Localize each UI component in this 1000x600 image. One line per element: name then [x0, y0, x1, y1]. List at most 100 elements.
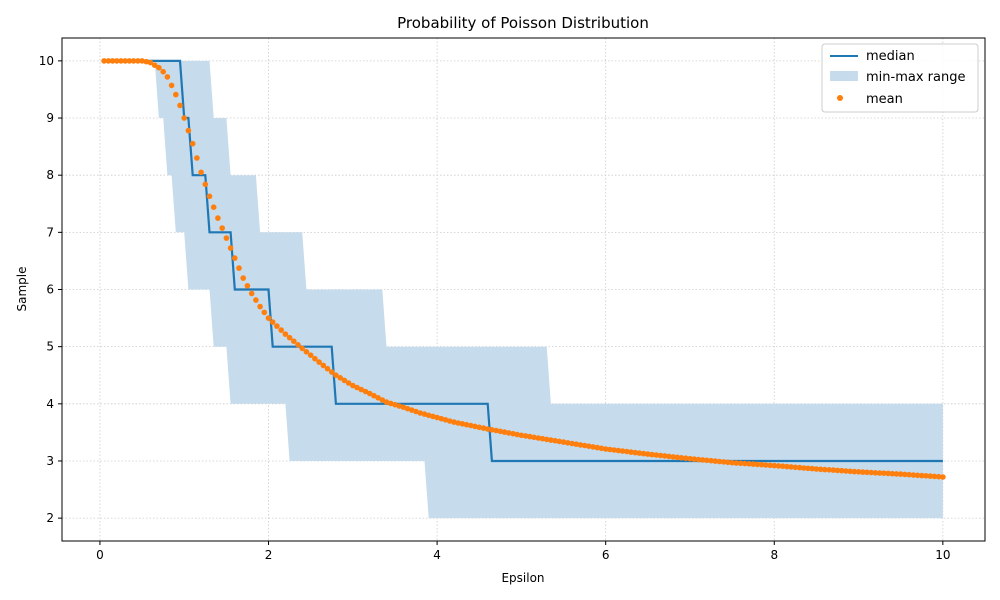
mean-point [253, 297, 259, 303]
mean-point [586, 443, 592, 450]
mean-point [923, 473, 929, 479]
mean-point [927, 473, 933, 479]
mean-point [362, 388, 369, 395]
mean-point [720, 459, 727, 465]
mean-point [868, 469, 874, 476]
legend-mean-label: mean [866, 92, 903, 107]
mean-point [552, 437, 558, 444]
mean-point [792, 464, 799, 471]
mean-point [354, 384, 360, 391]
mean-point [375, 395, 381, 401]
mean-point [147, 59, 154, 66]
mean-point [834, 467, 841, 474]
mean-point [897, 471, 904, 477]
y-tick-label: 6 [46, 283, 54, 297]
mean-point [666, 453, 672, 460]
mean-point [185, 127, 192, 134]
mean-point [151, 62, 158, 68]
mean-point [670, 454, 676, 460]
mean-point [733, 460, 740, 466]
mean-point [855, 469, 862, 475]
mean-point [114, 58, 120, 64]
mean-point [366, 390, 373, 397]
mean-point [122, 58, 128, 64]
mean-point [265, 315, 272, 321]
mean-point [219, 225, 225, 231]
mean-point [935, 473, 942, 480]
mean-point [649, 451, 655, 458]
mean-point [632, 449, 638, 456]
x-axis-label: Epsilon [501, 571, 544, 585]
mean-point [788, 464, 794, 470]
mean-point [565, 440, 571, 446]
mean-point [472, 423, 478, 430]
mean-point [274, 323, 280, 329]
mean-point [459, 421, 466, 427]
mean-point [206, 193, 213, 200]
mean-point [463, 421, 470, 428]
mean-point [497, 428, 504, 435]
mean-point [101, 58, 107, 64]
mean-point [742, 460, 748, 467]
mean-point [295, 342, 301, 348]
mean-point [940, 474, 946, 480]
y-tick-label: 9 [46, 111, 54, 125]
mean-point [341, 377, 348, 384]
mean-point [232, 255, 238, 261]
mean-point [489, 427, 495, 433]
mean-point [746, 461, 752, 467]
mean-point [531, 434, 537, 441]
mean-point [358, 386, 365, 393]
mean-point [687, 455, 693, 462]
mean-point [725, 459, 731, 466]
mean-point [602, 446, 609, 452]
mean-point [885, 470, 891, 477]
mean-point [775, 463, 782, 469]
mean-point [223, 235, 230, 241]
mean-point [914, 472, 921, 479]
mean-point [708, 457, 714, 464]
mean-point [282, 331, 289, 337]
mean-points [101, 58, 946, 480]
mean-point [543, 436, 550, 443]
mean-point [577, 442, 584, 448]
y-tick-label: 3 [46, 454, 54, 468]
mean-point [674, 454, 681, 461]
mean-point [484, 426, 491, 432]
min-max-range-area [104, 60, 943, 519]
mean-point [438, 415, 445, 422]
mean-point [628, 449, 634, 455]
mean-point [307, 352, 314, 359]
mean-point [430, 413, 436, 420]
mean-point [160, 68, 166, 75]
mean-point [910, 472, 917, 478]
mean-point [130, 58, 137, 64]
mean-point [826, 467, 832, 473]
mean-point [257, 303, 263, 310]
mean-point [109, 58, 116, 64]
mean-point [337, 375, 344, 381]
mean-point [173, 91, 179, 98]
mean-point [514, 431, 520, 438]
mean-point [118, 58, 124, 64]
mean-point [392, 401, 398, 408]
mean-point [716, 458, 723, 465]
mean-point [202, 181, 209, 188]
mean-point [640, 450, 647, 457]
mean-point [931, 473, 938, 480]
mean-point [126, 58, 133, 64]
x-axis-ticks: 0 2 4 6 8 10 [96, 541, 950, 562]
mean-point [653, 452, 660, 458]
mean-point [678, 455, 685, 461]
mean-point [442, 417, 449, 423]
mean-point [661, 453, 668, 459]
mean-point [889, 470, 896, 477]
mean-point [813, 466, 820, 472]
mean-point [371, 392, 377, 399]
mean-point [809, 465, 815, 472]
mean-point [421, 411, 428, 417]
mean-point [754, 461, 761, 468]
mean-point [712, 458, 719, 464]
legend-mean-swatch [837, 95, 843, 101]
